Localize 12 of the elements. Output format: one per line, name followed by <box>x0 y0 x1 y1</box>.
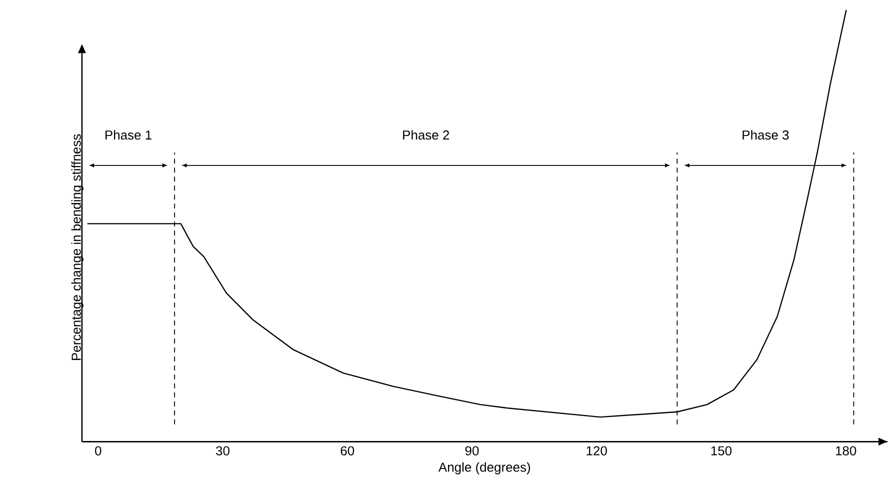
x-tick-label: 180 <box>836 446 856 456</box>
x-axis-title: Angle (degrees) <box>438 462 530 475</box>
annotation: Phase 1 <box>105 130 152 140</box>
annotation: Phase 3 <box>742 130 789 140</box>
x-tick-label: 30 <box>216 446 230 456</box>
x-tick-label: 0 <box>95 446 102 456</box>
x-tick-label: 120 <box>586 446 607 456</box>
x-tick-label: 150 <box>711 446 732 456</box>
x-tick-label: 60 <box>340 446 354 456</box>
x-tick-label: 90 <box>465 446 479 456</box>
annotation: Phase 2 <box>403 130 450 140</box>
y-axis-title: Percentage change in bending stiffness <box>71 134 84 360</box>
